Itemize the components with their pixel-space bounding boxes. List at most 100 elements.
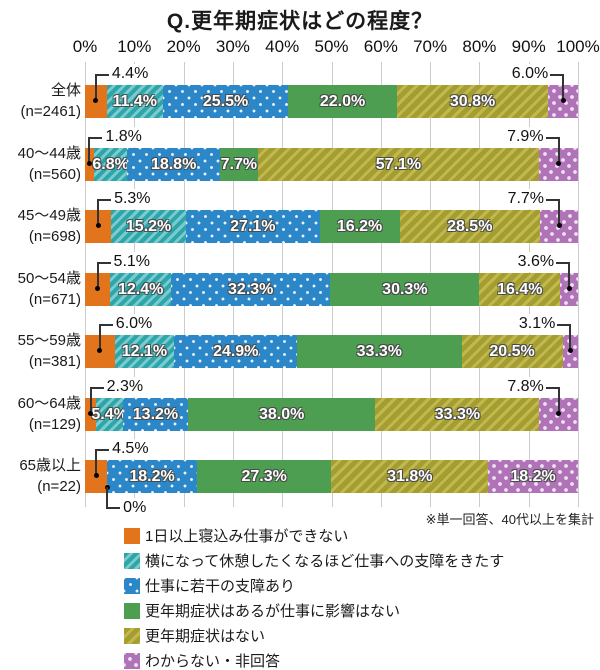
segment-label: 16.2% <box>336 217 383 235</box>
bar-row: 15.2% 27.1% 16.2% 28.5% <box>85 210 578 243</box>
callout-dot <box>556 161 562 166</box>
callout-label: 0% <box>122 498 148 518</box>
legend-item: 横になって休憩したくなるほど仕事への支障をきたす <box>124 552 505 570</box>
callout-line <box>106 487 109 509</box>
row-label: 60〜64歳 (n=129) <box>0 393 81 435</box>
segment-label: 28.5% <box>447 217 493 235</box>
chart-title: Q.更年期症状はどの程度？ <box>166 10 434 33</box>
callout-line <box>545 137 559 139</box>
segment-label: 27.3% <box>241 467 287 485</box>
axis-tick-label: 0% <box>72 37 98 56</box>
callout-line <box>95 449 98 476</box>
segment-label: 18.2% <box>510 467 556 485</box>
axis-tick-label: 50% <box>314 37 349 56</box>
row-label: 45〜49歳 (n=698) <box>0 205 81 247</box>
callout-label: 7.7% <box>506 189 546 209</box>
bar-segment: 16.4% <box>479 273 561 306</box>
segment-label: 30.3% <box>382 280 428 298</box>
row-label-category: 65歳以上 <box>19 457 81 474</box>
axis-tick-label: 70% <box>413 37 448 56</box>
segment-label: 31.8% <box>387 467 433 485</box>
callout-line <box>90 387 104 389</box>
axis-tick-label: 60% <box>363 37 398 56</box>
bar-segment: 31.8% <box>331 460 489 493</box>
row-label-n: (n=671) <box>28 291 81 308</box>
segment-label: 22.0% <box>319 92 366 110</box>
bar-segment: 15.2% <box>111 210 187 243</box>
legend-label: 横になって休憩したくなるほど仕事への支障をきたす <box>145 553 505 570</box>
row-label-n: (n=2461) <box>20 103 81 120</box>
bar-segment: 33.3% <box>297 335 462 368</box>
segment-label: 6.8% <box>92 155 129 173</box>
axis-tick-label: 40% <box>265 37 300 56</box>
row-label-n: (n=381) <box>28 353 81 370</box>
axis-tick-label: 80% <box>462 37 497 56</box>
legend-swatch-teal-stripes <box>124 552 140 569</box>
gridline <box>578 62 579 507</box>
segment-label: 33.3% <box>356 342 403 360</box>
callout-line <box>96 449 110 451</box>
row-label-n: (n=22) <box>37 478 81 495</box>
legend-label: 更年期症状はあるが仕事に影響はない <box>145 603 401 620</box>
callout-dot <box>566 286 572 291</box>
segment-label: 38.0% <box>258 405 305 423</box>
row-label-n: (n=698) <box>28 228 81 245</box>
callout-dot <box>95 223 101 228</box>
bar-segment: 20.5% <box>461 335 563 368</box>
legend-swatch-purple-dots <box>124 652 140 669</box>
legend-swatch-olive-stripes <box>124 627 140 644</box>
legend-label: 更年期症状はない <box>145 628 266 645</box>
callout-line <box>94 74 97 101</box>
segment-label: 18.8% <box>150 155 197 173</box>
segment-label: 13.2% <box>132 405 179 423</box>
callout-dot <box>97 348 103 353</box>
legend-swatch-green <box>124 602 140 619</box>
axis-tick-label: 20% <box>166 37 201 56</box>
bar-segment: 5.4% <box>91 398 128 431</box>
bar-row: 6.8% 18.8% 7.7% 57.1% <box>85 148 578 181</box>
segment-label: 57.1% <box>375 155 422 173</box>
bar-segment: 27.3% <box>196 460 332 493</box>
bar-segment: 28.5% <box>399 210 540 243</box>
row-label: 50〜54歳 (n=671) <box>0 268 81 310</box>
callout-line <box>99 324 113 326</box>
callout-line <box>562 74 565 101</box>
legend-swatch-blue-dots <box>124 577 140 594</box>
callout-line <box>556 262 570 264</box>
segment-label: 7.7% <box>220 155 258 173</box>
row-label: 65歳以上 (n=22) <box>0 455 81 497</box>
legend-label: 仕事に若干の支障あり <box>145 578 296 595</box>
bar-row: 18.2% 27.3% 31.8% 18.2% <box>85 460 578 493</box>
bar-row: 12.1% 24.9% 33.3% 20.5% <box>85 335 578 368</box>
row-label-category: 55〜59歳 <box>17 332 81 349</box>
bar-segment: 22.0% <box>288 85 397 118</box>
bar-segment: 38.0% <box>188 398 376 431</box>
callout-line <box>95 74 109 76</box>
legend-item: 仕事に若干の支障あり <box>124 577 296 595</box>
bar-segment: 6.8% <box>92 148 129 181</box>
callout-label: 5.3% <box>113 189 152 209</box>
segment-label: 32.3% <box>228 280 274 298</box>
segment-label: 18.2% <box>129 467 175 485</box>
legend-item: わからない・非回答 <box>124 652 281 670</box>
callout-dot <box>556 411 562 416</box>
segment-label: 11.4% <box>112 92 157 110</box>
row-label: 40〜44歳 (n=560) <box>0 143 81 185</box>
callout-label: 4.5% <box>111 439 150 459</box>
callout-line <box>550 74 564 76</box>
callout-line <box>545 387 559 389</box>
row-label-category: 40〜44歳 <box>17 145 81 162</box>
row-label-n: (n=129) <box>28 416 81 433</box>
callout-line <box>97 199 100 226</box>
segment-label: 16.4% <box>497 280 543 298</box>
callout-line <box>97 262 111 264</box>
bar-segment: 32.3% <box>171 273 331 306</box>
bar-segment: 12.4% <box>110 273 172 306</box>
segment-label: 24.9% <box>213 342 259 360</box>
legend-label: わからない・非回答 <box>145 653 281 670</box>
callout-line <box>557 324 571 326</box>
callout-line <box>89 387 92 414</box>
callout-label: 7.8% <box>506 377 545 397</box>
